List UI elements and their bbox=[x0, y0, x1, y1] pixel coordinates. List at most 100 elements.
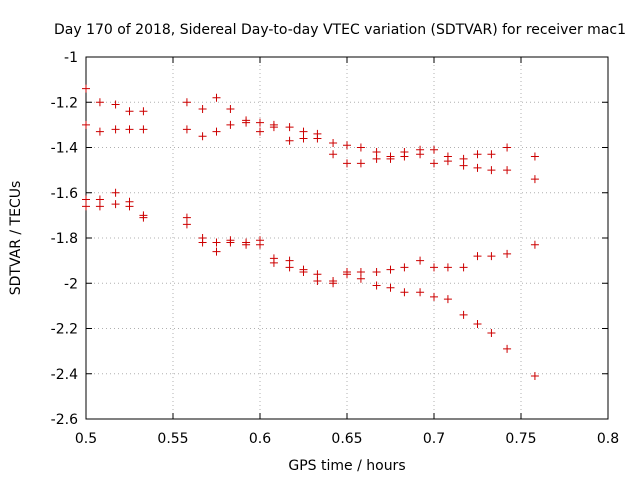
y-tick-label: -1 bbox=[64, 50, 78, 66]
data-point-marker bbox=[530, 175, 539, 184]
data-point-marker bbox=[473, 163, 482, 172]
data-point-marker bbox=[487, 166, 496, 175]
data-point-marker bbox=[503, 344, 512, 353]
data-point-marker bbox=[256, 127, 264, 136]
data-point-marker bbox=[386, 152, 395, 161]
y-tick-label: -1.2 bbox=[51, 95, 78, 111]
data-point-marker bbox=[256, 240, 264, 249]
data-point-marker bbox=[125, 107, 134, 116]
data-point-marker bbox=[139, 107, 148, 116]
y-tick-label: -1.8 bbox=[51, 231, 78, 247]
data-point-marker bbox=[530, 372, 539, 381]
data-point-marker bbox=[182, 98, 191, 107]
data-point-marker bbox=[256, 118, 264, 127]
x-tick-label: 0.5 bbox=[75, 431, 97, 447]
data-point-marker bbox=[299, 127, 308, 136]
y-tick-labels: -1 -1.2 -1.4 -1.6 -1.8 -2 -2.2 -2.4 -2.6 bbox=[51, 50, 78, 428]
data-point-marker bbox=[372, 148, 381, 157]
data-point-marker bbox=[356, 159, 365, 168]
grid-lines bbox=[86, 57, 608, 419]
data-point-marker bbox=[95, 195, 104, 204]
data-point-marker bbox=[503, 143, 512, 152]
data-point-marker bbox=[226, 238, 235, 247]
chart-title: Day 170 of 2018, Sidereal Day-to-day VTE… bbox=[54, 22, 626, 38]
data-point-marker bbox=[473, 252, 482, 261]
data-point-marker bbox=[400, 152, 409, 161]
data-point-marker bbox=[125, 125, 134, 134]
data-point-marker bbox=[473, 319, 482, 328]
data-point-marker bbox=[459, 154, 468, 163]
data-point-marker bbox=[285, 136, 294, 145]
data-point-marker bbox=[285, 256, 294, 265]
x-tick-label: 0.6 bbox=[249, 431, 271, 447]
data-point-marker bbox=[329, 138, 338, 147]
data-point-marker bbox=[111, 125, 120, 134]
data-point-marker bbox=[487, 329, 496, 338]
data-point-marker bbox=[82, 84, 90, 93]
x-axis-label: GPS time / hours bbox=[288, 458, 405, 474]
data-point-marker bbox=[386, 283, 395, 292]
data-point-marker bbox=[299, 267, 308, 276]
data-point-marker bbox=[212, 247, 221, 256]
data-point-marker bbox=[343, 270, 351, 279]
data-point-marker bbox=[299, 134, 308, 143]
y-tick-label: -2 bbox=[64, 276, 78, 292]
data-markers bbox=[82, 84, 539, 381]
data-point-marker bbox=[82, 202, 90, 211]
data-point-marker bbox=[111, 100, 120, 109]
data-point-marker bbox=[343, 141, 351, 150]
data-point-marker bbox=[198, 132, 207, 141]
data-point-marker bbox=[443, 263, 452, 272]
data-point-marker bbox=[372, 281, 381, 290]
data-point-marker bbox=[125, 202, 134, 211]
data-point-marker bbox=[212, 238, 221, 247]
data-point-marker bbox=[182, 213, 191, 222]
y-tick-label: -1.6 bbox=[51, 186, 78, 202]
data-point-marker bbox=[269, 123, 278, 132]
data-point-marker bbox=[313, 270, 322, 279]
data-point-marker bbox=[226, 105, 235, 114]
data-point-marker bbox=[242, 116, 251, 125]
data-point-marker bbox=[313, 134, 322, 143]
data-point-marker bbox=[356, 274, 365, 283]
data-point-marker bbox=[285, 123, 294, 132]
data-point-marker bbox=[503, 249, 512, 258]
data-point-marker bbox=[430, 292, 438, 301]
data-point-marker bbox=[212, 93, 221, 102]
y-tick-label: -1.4 bbox=[51, 141, 78, 157]
data-point-marker bbox=[95, 127, 104, 136]
y-axis-label: SDTVAR / TECUs bbox=[8, 181, 24, 296]
data-point-marker bbox=[226, 120, 235, 129]
x-tick-label: 0.75 bbox=[505, 431, 536, 447]
data-point-marker bbox=[400, 288, 409, 297]
data-point-marker bbox=[182, 220, 191, 229]
data-point-marker bbox=[212, 127, 221, 136]
data-point-marker bbox=[372, 154, 381, 163]
data-point-marker bbox=[459, 161, 468, 170]
data-point-marker bbox=[182, 125, 191, 134]
data-point-marker bbox=[459, 310, 468, 319]
data-point-marker bbox=[356, 267, 365, 276]
data-point-marker bbox=[459, 263, 468, 272]
data-point-marker bbox=[400, 263, 409, 272]
data-point-marker bbox=[487, 150, 496, 159]
data-point-marker bbox=[430, 145, 438, 154]
data-point-marker bbox=[386, 265, 395, 274]
data-point-marker bbox=[198, 238, 207, 247]
data-point-marker bbox=[416, 150, 425, 159]
data-point-marker bbox=[443, 157, 452, 166]
data-point-marker bbox=[111, 188, 120, 197]
data-point-marker bbox=[242, 240, 251, 249]
data-point-marker bbox=[372, 267, 381, 276]
data-point-marker bbox=[530, 152, 539, 161]
data-point-marker bbox=[416, 256, 425, 265]
data-point-marker bbox=[416, 288, 425, 297]
data-point-marker bbox=[111, 200, 120, 209]
y-tick-label: -2.2 bbox=[51, 322, 78, 338]
data-point-marker bbox=[95, 98, 104, 107]
data-point-marker bbox=[487, 252, 496, 261]
data-point-marker bbox=[269, 258, 278, 267]
data-point-marker bbox=[443, 295, 452, 304]
axis-ticks bbox=[85, 56, 609, 420]
